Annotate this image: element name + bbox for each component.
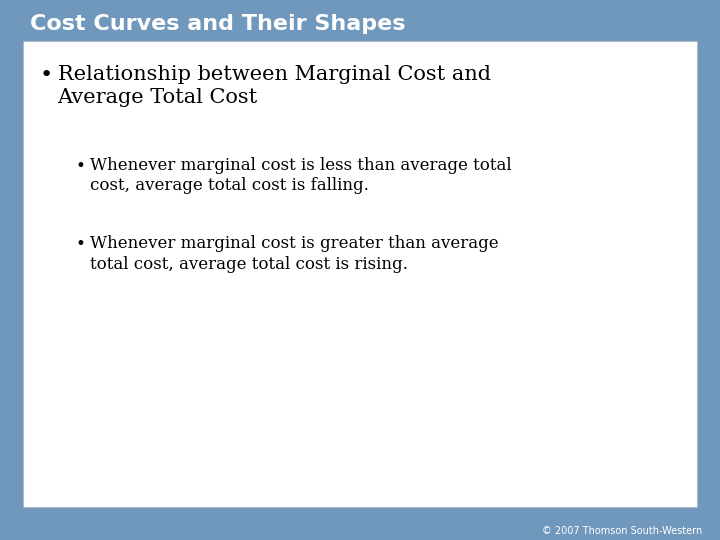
Text: •: • <box>76 235 86 253</box>
Text: Whenever marginal cost is less than average total
cost, average total cost is fa: Whenever marginal cost is less than aver… <box>90 157 512 194</box>
Text: © 2007 Thomson South-Western: © 2007 Thomson South-Western <box>541 525 702 536</box>
FancyBboxPatch shape <box>23 41 697 507</box>
Text: •: • <box>40 65 53 85</box>
Text: Relationship between Marginal Cost and
Average Total Cost: Relationship between Marginal Cost and A… <box>58 65 490 107</box>
Text: Whenever marginal cost is greater than average
total cost, average total cost is: Whenever marginal cost is greater than a… <box>90 235 499 273</box>
Text: Cost Curves and Their Shapes: Cost Curves and Their Shapes <box>30 14 406 35</box>
Text: •: • <box>76 157 86 174</box>
